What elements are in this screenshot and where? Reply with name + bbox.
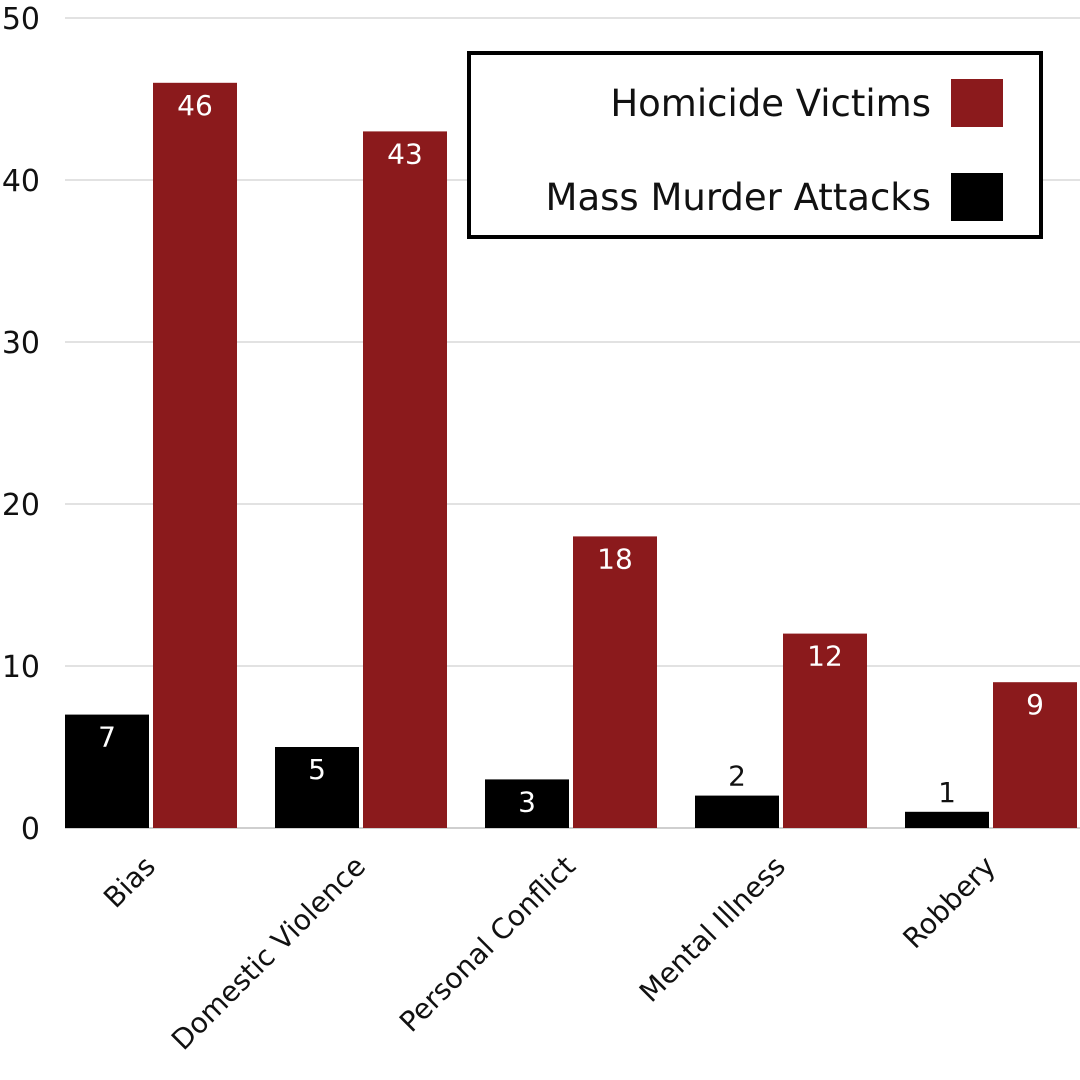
- y-tick-label-40: 40: [2, 164, 40, 199]
- bar-homicide-victims-bias: [153, 82, 237, 829]
- bar-label-homicide-victims-bias: 46: [177, 89, 213, 122]
- x-axis-category-labels: Bias Domestic Violence Personal Conflict Me…: [97, 850, 1002, 1057]
- bar-label-mass-murder-attacks-mental-illness: 2: [728, 760, 746, 793]
- bar-label-mass-murder-attacks-domestic-violence: 5: [308, 753, 326, 786]
- legend-item-homicide-victims: Homicide Victims: [610, 79, 1003, 127]
- bar-homicide-victims-mental-illness: [783, 633, 867, 828]
- bar-mass-murder-attacks-domestic-violence: [275, 747, 359, 828]
- y-tick-label-0: 0: [21, 812, 40, 847]
- legend: Homicide Victims Mass Murder Attacks: [467, 51, 1043, 239]
- legend-swatch-mass-murder-attacks: [951, 173, 1003, 221]
- bars: [65, 82, 1077, 829]
- y-tick-label-10: 10: [2, 650, 40, 685]
- x-tick-label-personal-conflict: Personal Conflict: [393, 850, 582, 1039]
- bar-mass-murder-attacks-mental-illness: [695, 795, 779, 828]
- bar-label-mass-murder-attacks-bias: 7: [98, 721, 116, 754]
- bar-mass-murder-attacks-personal-conflict: [485, 779, 569, 828]
- bar-label-homicide-victims-robbery: 9: [1026, 688, 1044, 721]
- bar-label-homicide-victims-domestic-violence: 43: [387, 137, 423, 170]
- legend-item-mass-murder-attacks: Mass Murder Attacks: [546, 173, 1003, 221]
- y-tick-label-30: 30: [2, 326, 40, 361]
- bar-value-labels: 7 46 5 43 3 18 2 12 1 9: [98, 89, 1044, 819]
- legend-label-homicide-victims: Homicide Victims: [610, 81, 931, 125]
- x-tick-label-mental-illness: Mental Illness: [633, 850, 792, 1009]
- y-axis-tick-labels: 0 10 20 30 40 50: [2, 2, 40, 847]
- legend-swatch-homicide-victims: [951, 79, 1003, 127]
- bar-homicide-victims-personal-conflict: [573, 536, 657, 828]
- bar-mass-murder-attacks-robbery: [905, 811, 989, 828]
- bar-mass-murder-attacks-bias: [65, 714, 149, 828]
- x-tick-label-domestic-violence: Domestic Violence: [165, 850, 372, 1057]
- x-tick-label-bias: Bias: [97, 850, 162, 915]
- legend-label-mass-murder-attacks: Mass Murder Attacks: [545, 175, 931, 219]
- y-tick-label-50: 50: [2, 2, 40, 37]
- bar-label-mass-murder-attacks-personal-conflict: 3: [518, 785, 536, 818]
- bar-label-mass-murder-attacks-robbery: 1: [938, 776, 956, 809]
- y-tick-label-20: 20: [2, 488, 40, 523]
- bar-label-homicide-victims-personal-conflict: 18: [597, 542, 633, 575]
- bar-label-homicide-victims-mental-illness: 12: [807, 640, 843, 673]
- x-tick-label-robbery: Robbery: [896, 850, 1001, 955]
- bar-homicide-victims-robbery: [993, 682, 1077, 828]
- bar-homicide-victims-domestic-violence: [363, 131, 447, 828]
